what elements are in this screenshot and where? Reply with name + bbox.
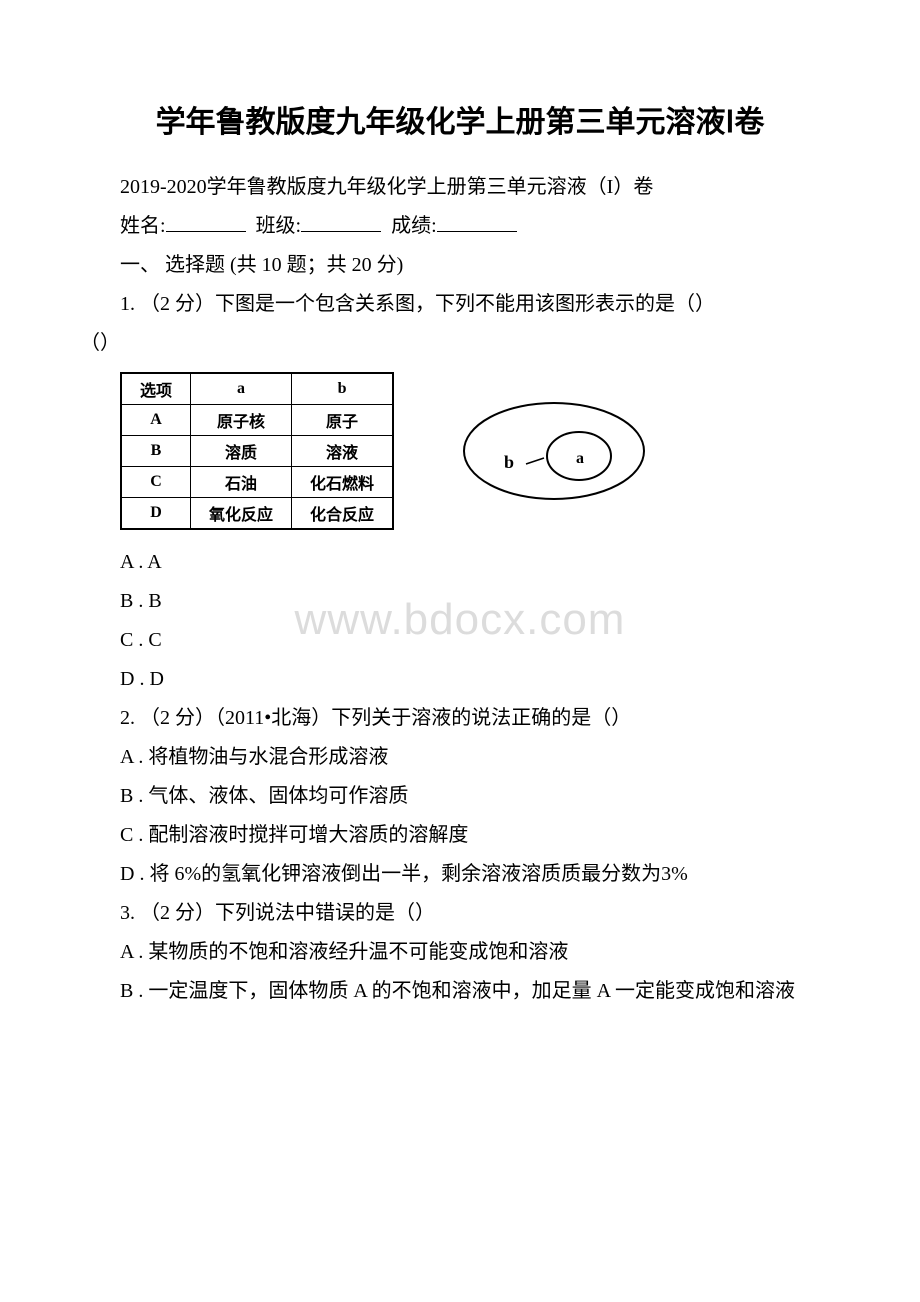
q1-opt-b: B . B — [80, 583, 840, 620]
cell: C — [121, 467, 191, 498]
class-fill[interactable] — [301, 208, 381, 232]
venn-tick — [526, 458, 544, 464]
q1-opt-d: D . D — [80, 661, 840, 698]
q1-opt-c: C . C — [80, 622, 840, 659]
table-row: C 石油 化石燃料 — [121, 467, 393, 498]
cell: 原子核 — [191, 405, 292, 436]
q1-figure: 选项 a b A 原子核 原子 B 溶质 溶液 C 石油 化石燃料 D 氧化反应 — [120, 372, 840, 530]
q1-stem-line1: 1. （2 分）下图是一个包含关系图，下列不能用该图形表示的是（） — [80, 286, 840, 323]
table-header-row: 选项 a b — [121, 373, 393, 405]
q2-opt-b: B . 气体、液体、固体均可作溶质 — [80, 778, 840, 815]
outer-ellipse — [464, 403, 644, 499]
venn-label-a: a — [576, 450, 584, 467]
name-fill[interactable] — [166, 208, 246, 232]
q2-stem: 2. （2 分）（2011•北海）下列关于溶液的说法正确的是（） — [80, 700, 840, 737]
cell: A — [121, 405, 191, 436]
document-content: 学年鲁教版度九年级化学上册第三单元溶液Ⅰ卷 2019-2020学年鲁教版度九年级… — [80, 100, 840, 1010]
th-b: b — [292, 373, 394, 405]
cell: 原子 — [292, 405, 394, 436]
subtitle: 2019-2020学年鲁教版度九年级化学上册第三单元溶液（I）卷 — [80, 169, 840, 206]
table-row: B 溶质 溶液 — [121, 436, 393, 467]
q2-opt-d: D . 将 6%的氢氧化钾溶液倒出一半，剩余溶液溶质质最分数为3% — [80, 856, 840, 893]
table-row: A 原子核 原子 — [121, 405, 393, 436]
th-a: a — [191, 373, 292, 405]
cell: D — [121, 498, 191, 530]
cell: 氧化反应 — [191, 498, 292, 530]
cell: 溶液 — [292, 436, 394, 467]
section-heading: 一、 选择题 (共 10 题；共 20 分) — [80, 247, 840, 284]
th-option: 选项 — [121, 373, 191, 405]
q1-opt-a: A . A — [80, 544, 840, 581]
student-info-line: 姓名: 班级: 成绩: — [80, 208, 840, 245]
q2-opt-a: A . 将植物油与水混合形成溶液 — [80, 739, 840, 776]
score-label: 成绩: — [391, 215, 437, 237]
page-title: 学年鲁教版度九年级化学上册第三单元溶液Ⅰ卷 — [80, 100, 840, 145]
q3-opt-a: A . 某物质的不饱和溶液经升温不可能变成饱和溶液 — [80, 934, 840, 971]
cell: 化合反应 — [292, 498, 394, 530]
name-label: 姓名: — [120, 215, 166, 237]
cell: B — [121, 436, 191, 467]
q3-stem: 3. （2 分）下列说法中错误的是（） — [80, 895, 840, 932]
cell: 溶质 — [191, 436, 292, 467]
score-fill[interactable] — [437, 208, 517, 232]
venn-label-b: b — [504, 452, 514, 472]
q2-opt-c: C . 配制溶液时搅拌可增大溶质的溶解度 — [80, 817, 840, 854]
cell: 石油 — [191, 467, 292, 498]
q1-table: 选项 a b A 原子核 原子 B 溶质 溶液 C 石油 化石燃料 D 氧化反应 — [120, 372, 394, 530]
q1-stem-line2: （） — [80, 325, 840, 362]
class-label: 班级: — [256, 215, 302, 237]
cell: 化石燃料 — [292, 467, 394, 498]
table-row: D 氧化反应 化合反应 — [121, 498, 393, 530]
q3-opt-b: B . 一定温度下，固体物质 A 的不饱和溶液中，加足量 A 一定能变成饱和溶液 — [80, 973, 840, 1010]
q1-stem: 1. （2 分）下图是一个包含关系图，下列不能用该图形表示的是（） — [120, 293, 715, 315]
venn-diagram: b a — [454, 396, 654, 506]
